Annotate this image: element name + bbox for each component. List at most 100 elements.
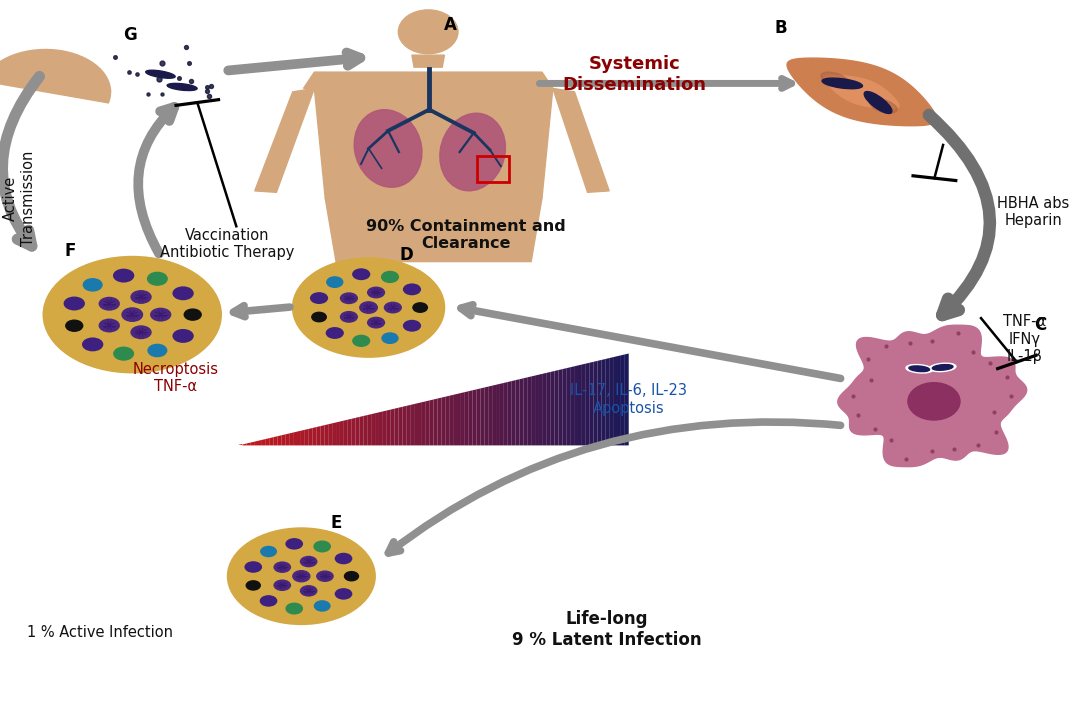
Text: 1 % Active Infection: 1 % Active Infection — [27, 625, 172, 641]
Text: C: C — [1034, 316, 1047, 334]
Polygon shape — [289, 433, 293, 445]
Polygon shape — [383, 411, 387, 445]
Polygon shape — [438, 397, 441, 445]
Circle shape — [83, 279, 102, 291]
Polygon shape — [602, 359, 605, 445]
Text: E: E — [331, 514, 341, 532]
Text: D: D — [400, 245, 413, 264]
Polygon shape — [555, 370, 558, 445]
Polygon shape — [371, 413, 375, 445]
Circle shape — [130, 290, 152, 304]
Text: TNF-α
IFNγ
IL-1β: TNF-α IFNγ IL-1β — [1003, 315, 1046, 364]
Circle shape — [99, 297, 120, 310]
Polygon shape — [516, 379, 519, 445]
Polygon shape — [305, 429, 309, 445]
Circle shape — [335, 553, 352, 564]
Polygon shape — [363, 415, 367, 445]
Circle shape — [260, 595, 278, 607]
Circle shape — [285, 538, 304, 549]
Polygon shape — [590, 362, 594, 445]
Circle shape — [149, 344, 167, 356]
Ellipse shape — [354, 110, 422, 187]
Polygon shape — [585, 363, 590, 445]
Polygon shape — [395, 408, 399, 445]
Polygon shape — [324, 424, 328, 445]
Polygon shape — [258, 440, 262, 445]
Polygon shape — [507, 381, 512, 445]
Ellipse shape — [864, 92, 892, 113]
Polygon shape — [426, 400, 429, 445]
Polygon shape — [312, 427, 317, 445]
Polygon shape — [314, 88, 553, 198]
Circle shape — [122, 308, 142, 321]
Polygon shape — [418, 402, 422, 445]
Circle shape — [403, 284, 421, 296]
Polygon shape — [309, 428, 312, 445]
Circle shape — [286, 603, 302, 614]
Circle shape — [184, 309, 202, 320]
Polygon shape — [402, 406, 406, 445]
Polygon shape — [317, 426, 321, 445]
Text: HBHA abs
Heparin: HBHA abs Heparin — [997, 196, 1070, 228]
Polygon shape — [422, 402, 426, 445]
Polygon shape — [609, 357, 614, 445]
Ellipse shape — [822, 78, 863, 88]
Text: A: A — [443, 16, 456, 34]
Polygon shape — [496, 384, 500, 445]
Circle shape — [345, 572, 359, 580]
Circle shape — [367, 317, 385, 329]
Circle shape — [43, 257, 221, 373]
Polygon shape — [410, 404, 414, 445]
Polygon shape — [563, 368, 566, 445]
Polygon shape — [614, 356, 617, 445]
Polygon shape — [429, 399, 434, 445]
Polygon shape — [492, 385, 496, 445]
Circle shape — [300, 585, 318, 597]
Circle shape — [314, 541, 331, 551]
Bar — [477, 156, 509, 182]
Text: Systemic
Dissemination: Systemic Dissemination — [563, 55, 706, 93]
Ellipse shape — [932, 365, 953, 370]
Circle shape — [147, 272, 167, 285]
Polygon shape — [412, 55, 444, 67]
Polygon shape — [465, 391, 468, 445]
Ellipse shape — [440, 113, 505, 191]
Circle shape — [64, 296, 85, 310]
Polygon shape — [262, 439, 266, 445]
Polygon shape — [457, 393, 461, 445]
Polygon shape — [605, 358, 609, 445]
Polygon shape — [825, 76, 899, 108]
Polygon shape — [500, 383, 504, 445]
Polygon shape — [340, 421, 344, 445]
Ellipse shape — [908, 366, 930, 372]
Polygon shape — [570, 366, 575, 445]
Polygon shape — [558, 369, 563, 445]
Circle shape — [326, 277, 343, 287]
Text: IL-17, IL-6, IL-23
Apoptosis: IL-17, IL-6, IL-23 Apoptosis — [570, 383, 687, 416]
Ellipse shape — [930, 363, 956, 371]
Polygon shape — [468, 390, 473, 445]
Circle shape — [273, 561, 292, 573]
Ellipse shape — [399, 10, 457, 54]
Circle shape — [228, 528, 375, 624]
Circle shape — [310, 292, 328, 304]
Polygon shape — [278, 436, 282, 445]
Circle shape — [293, 258, 444, 357]
Circle shape — [66, 320, 82, 331]
Polygon shape — [243, 443, 246, 445]
Polygon shape — [254, 441, 258, 445]
Circle shape — [367, 286, 385, 298]
Polygon shape — [441, 397, 446, 445]
Ellipse shape — [821, 72, 849, 86]
Polygon shape — [624, 354, 629, 445]
Circle shape — [300, 556, 318, 567]
Polygon shape — [379, 411, 383, 445]
Circle shape — [382, 271, 398, 282]
Polygon shape — [546, 372, 551, 445]
Circle shape — [113, 269, 134, 283]
Circle shape — [384, 302, 402, 313]
Circle shape — [325, 327, 344, 339]
Polygon shape — [480, 387, 485, 445]
Circle shape — [150, 308, 171, 322]
Circle shape — [99, 319, 120, 332]
